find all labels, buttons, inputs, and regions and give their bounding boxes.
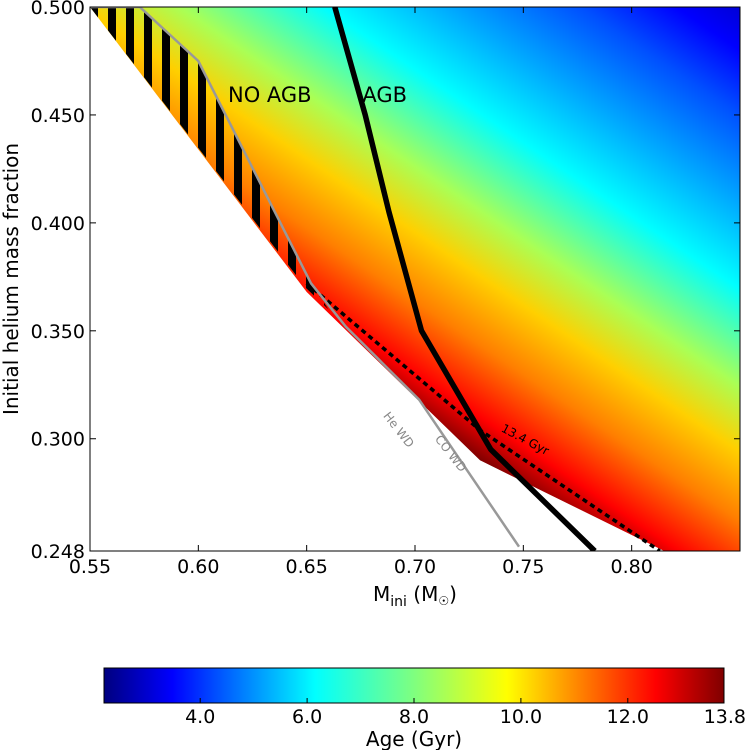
colorbar-tick-label: 12.0 [607,706,649,728]
colorbar-label: Age (Gyr) [366,727,462,750]
plot-area [90,7,740,551]
colorbar-tick-label: 13.8 [704,706,746,728]
colorbar: 4.0 6.0 8.0 10.0 12.0 13.8 Age (Gyr) [103,667,746,750]
y-tick-label: 0.450 [31,105,85,127]
x-tick-label: 0.70 [394,556,436,578]
y-tick-label: 0.400 [31,213,85,235]
agb-label: AGB [362,83,407,107]
x-tick-label: 0.80 [611,556,653,578]
x-tick-label: 0.60 [177,556,219,578]
age-heatmap [90,7,740,551]
x-axis-label: Mini (M☉) [373,582,457,610]
y-axis: 0.248 0.300 0.350 0.400 0.450 0.500 [31,0,740,563]
x-tick-label: 0.75 [502,556,544,578]
colorbar-tick-label: 10.0 [500,706,542,728]
y-axis-label: Initial helium mass fraction [0,143,23,415]
x-tick-label: 0.55 [69,556,111,578]
x-axis: 0.55 0.60 0.65 0.70 0.75 0.80 [69,7,653,578]
y-tick-label: 0.300 [31,429,85,451]
colorbar-tick-label: 4.0 [185,706,215,728]
y-tick-label: 0.350 [31,321,85,343]
wd-limit-line [90,7,521,548]
no-agb-label: NO AGB [228,83,312,107]
x-tick-label: 0.65 [286,556,328,578]
y-tick-label: 0.500 [31,0,85,19]
colorbar-gradient [103,667,725,704]
sun-symbol: ☉ [438,594,449,608]
hatched-region [90,7,329,310]
colorbar-tick-label: 8.0 [399,706,429,728]
isochrone-13-4-line [305,281,661,551]
colorbar-tick-label: 6.0 [292,706,322,728]
y-tick-label: 0.248 [31,541,85,563]
agb-boundary-line [332,7,597,551]
